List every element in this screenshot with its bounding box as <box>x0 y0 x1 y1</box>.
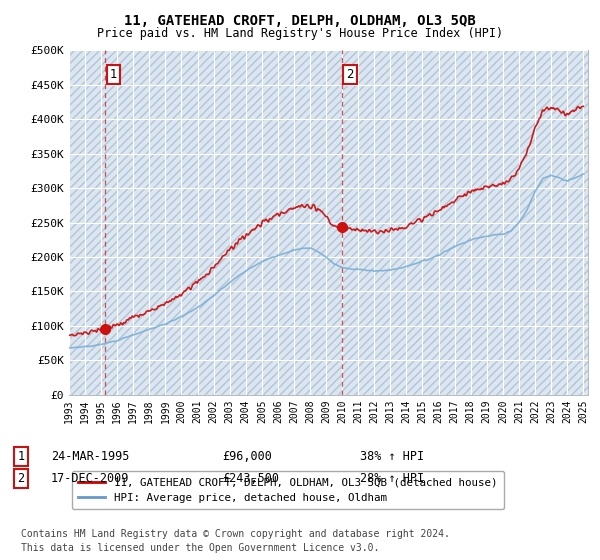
Text: 2: 2 <box>17 472 25 486</box>
Text: Contains HM Land Registry data © Crown copyright and database right 2024.
This d: Contains HM Land Registry data © Crown c… <box>21 529 450 553</box>
Text: Price paid vs. HM Land Registry's House Price Index (HPI): Price paid vs. HM Land Registry's House … <box>97 27 503 40</box>
Text: £243,500: £243,500 <box>222 472 279 486</box>
Text: 1: 1 <box>17 450 25 463</box>
Text: 1: 1 <box>110 68 117 81</box>
Text: 28% ↑ HPI: 28% ↑ HPI <box>360 472 424 486</box>
Text: 2: 2 <box>346 68 354 81</box>
Text: £96,000: £96,000 <box>222 450 272 463</box>
Legend: 11, GATEHEAD CROFT, DELPH, OLDHAM, OL3 5QB (detached house), HPI: Average price,: 11, GATEHEAD CROFT, DELPH, OLDHAM, OL3 5… <box>72 471 504 509</box>
Text: 24-MAR-1995: 24-MAR-1995 <box>51 450 130 463</box>
Text: 11, GATEHEAD CROFT, DELPH, OLDHAM, OL3 5QB: 11, GATEHEAD CROFT, DELPH, OLDHAM, OL3 5… <box>124 14 476 28</box>
Text: 17-DEC-2009: 17-DEC-2009 <box>51 472 130 486</box>
Text: 38% ↑ HPI: 38% ↑ HPI <box>360 450 424 463</box>
